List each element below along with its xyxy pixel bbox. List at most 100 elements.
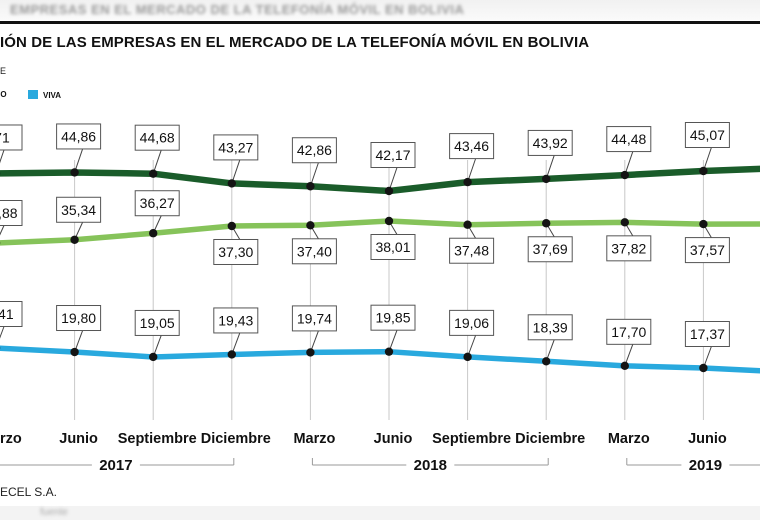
x-tick-label-4: Marzo [293,431,335,447]
value-label-s1-3: 37,30 [213,225,259,265]
chart-subtitle: E [0,66,7,76]
year-axis: 2017 2018 2019 [0,457,760,474]
value-text-s1-3: 37,30 [218,244,253,260]
value-label-s0-5: 42,17 [370,142,416,192]
data-point-s1-2 [149,229,158,238]
value-label-s1-6: 37,48 [449,224,495,264]
x-tick-label-0: rzo [0,431,22,447]
data-point-s0-7 [542,174,551,184]
value-text-s1-4: 37,40 [297,243,332,259]
x-tick-label-5: Junio [374,431,413,447]
value-text-s2-2: 19,05 [140,315,175,331]
source-note: ECEL S.A. [0,485,57,499]
value-label-s0-3: 43,27 [213,134,259,184]
value-text-s2-9: 17,37 [690,326,725,342]
data-point-s2-9 [699,363,708,373]
value-label-s1-7: 37,69 [527,222,573,263]
data-point-s0-6 [463,177,472,187]
value-text-s0-8: 44,48 [611,131,646,147]
value-label-s2-9: 17,37 [684,321,730,369]
value-label-s1-0: 34,88 [0,200,23,236]
chart-title: IÓN DE LAS EMPRESAS EN EL MERCADO DE LA … [0,34,590,51]
data-point-s1-8 [620,218,629,227]
data-point-s0-2 [149,169,158,178]
data-point-s2-4 [306,348,315,357]
value-label-s1-8: 37,82 [606,222,652,262]
data-point-s2-5 [384,347,394,356]
data-point-s1-3 [227,221,236,231]
value-text-s0-5: 42,17 [375,147,410,163]
series-line-2 [0,345,760,374]
value-label-s0-6: 43,46 [449,133,495,183]
x-tick-label-9: Junio [688,431,727,447]
data-point-s1-4 [306,221,315,230]
value-label-s0-2: 44,68 [134,124,180,174]
value-text-s1-0: 34,88 [0,205,18,221]
blurred-footer: fuente [0,506,760,520]
value-label-s1-4: 37,40 [291,225,337,265]
data-point-s2-6 [463,352,472,362]
value-text-s1-7: 37,69 [533,241,568,257]
value-text-s0-9: 45,07 [690,127,725,143]
value-text-s1-2: 36,27 [140,195,175,211]
value-text-s0-1: 44,86 [61,128,96,144]
x-tick-label-2: Septiembre [118,431,197,447]
value-text-s0-7: 43,92 [533,135,568,151]
value-label-s0-4: 42,86 [291,137,337,187]
value-label-s2-0: 0,41 [0,301,23,339]
value-label-s0-8: 44,48 [606,126,652,176]
value-text-s0-6: 43,46 [454,138,489,154]
value-label-s0-0: ,71 [0,124,23,164]
value-label-s0-9: 45,07 [684,122,730,172]
x-tick-label-7: Diciembre [515,431,585,447]
year-label-2019: 2019 [689,457,722,474]
data-point-s2-2 [149,352,158,362]
x-tick-label-6: Septiembre [432,431,511,447]
x-tick-label-3: Diciembre [201,431,271,447]
value-text-s1-5: 38,01 [375,239,410,255]
data-point-s0-4 [306,182,315,191]
data-points [0,166,708,373]
value-label-s1-9: 37,57 [684,223,730,264]
value-label-s1-1: 35,34 [56,196,102,240]
value-label-s1-5: 38,01 [370,220,416,260]
value-text-s1-6: 37,48 [454,243,489,259]
legend-label-tigo: SO [0,90,7,99]
data-point-s0-1 [70,168,79,177]
value-text-s1-9: 37,57 [690,242,725,258]
blurred-header: EMPRESAS EN EL MERCADO DE LA TELEFONÍA M… [0,0,760,20]
value-text-s0-4: 42,86 [297,142,332,158]
data-point-s2-1 [70,347,79,357]
data-point-s1-6 [463,220,472,229]
value-label-s2-6: 19,06 [449,309,495,358]
gridlines [74,160,704,420]
value-label-s2-7: 18,39 [527,314,573,362]
value-text-s2-7: 18,39 [533,319,568,335]
value-text-s2-5: 19,85 [375,310,410,326]
title-rule [0,21,760,24]
value-text-s1-8: 37,82 [611,240,646,256]
value-text-s2-8: 17,70 [611,324,646,340]
data-point-s0-9 [699,166,708,176]
value-label-s2-8: 17,70 [606,318,652,367]
value-label-s2-4: 19,74 [291,305,337,353]
value-label-s2-3: 19,43 [213,307,259,355]
value-text-s2-0: 0,41 [0,306,14,322]
value-label-s2-2: 19,05 [134,309,180,358]
value-label-s0-1: 44,86 [56,123,102,173]
value-text-s2-3: 19,43 [218,312,253,328]
data-point-s1-9 [699,219,708,229]
data-point-s1-7 [542,219,551,228]
data-point-s1-1 [70,235,79,244]
data-point-s1-5 [384,216,394,226]
year-label-2017: 2017 [99,457,132,474]
blurred-footer-text: fuente [40,507,68,518]
data-point-s0-5 [384,186,394,196]
legend-item-viva: VIVA [28,90,61,100]
value-label-s2-1: 19,80 [56,305,102,353]
x-tick-label-8: Marzo [608,431,650,447]
value-labels: ,71 44,86 44,68 43,27 42,86 42,17 43,46 43,92 44… [0,122,730,369]
year-label-2018: 2018 [414,457,447,474]
